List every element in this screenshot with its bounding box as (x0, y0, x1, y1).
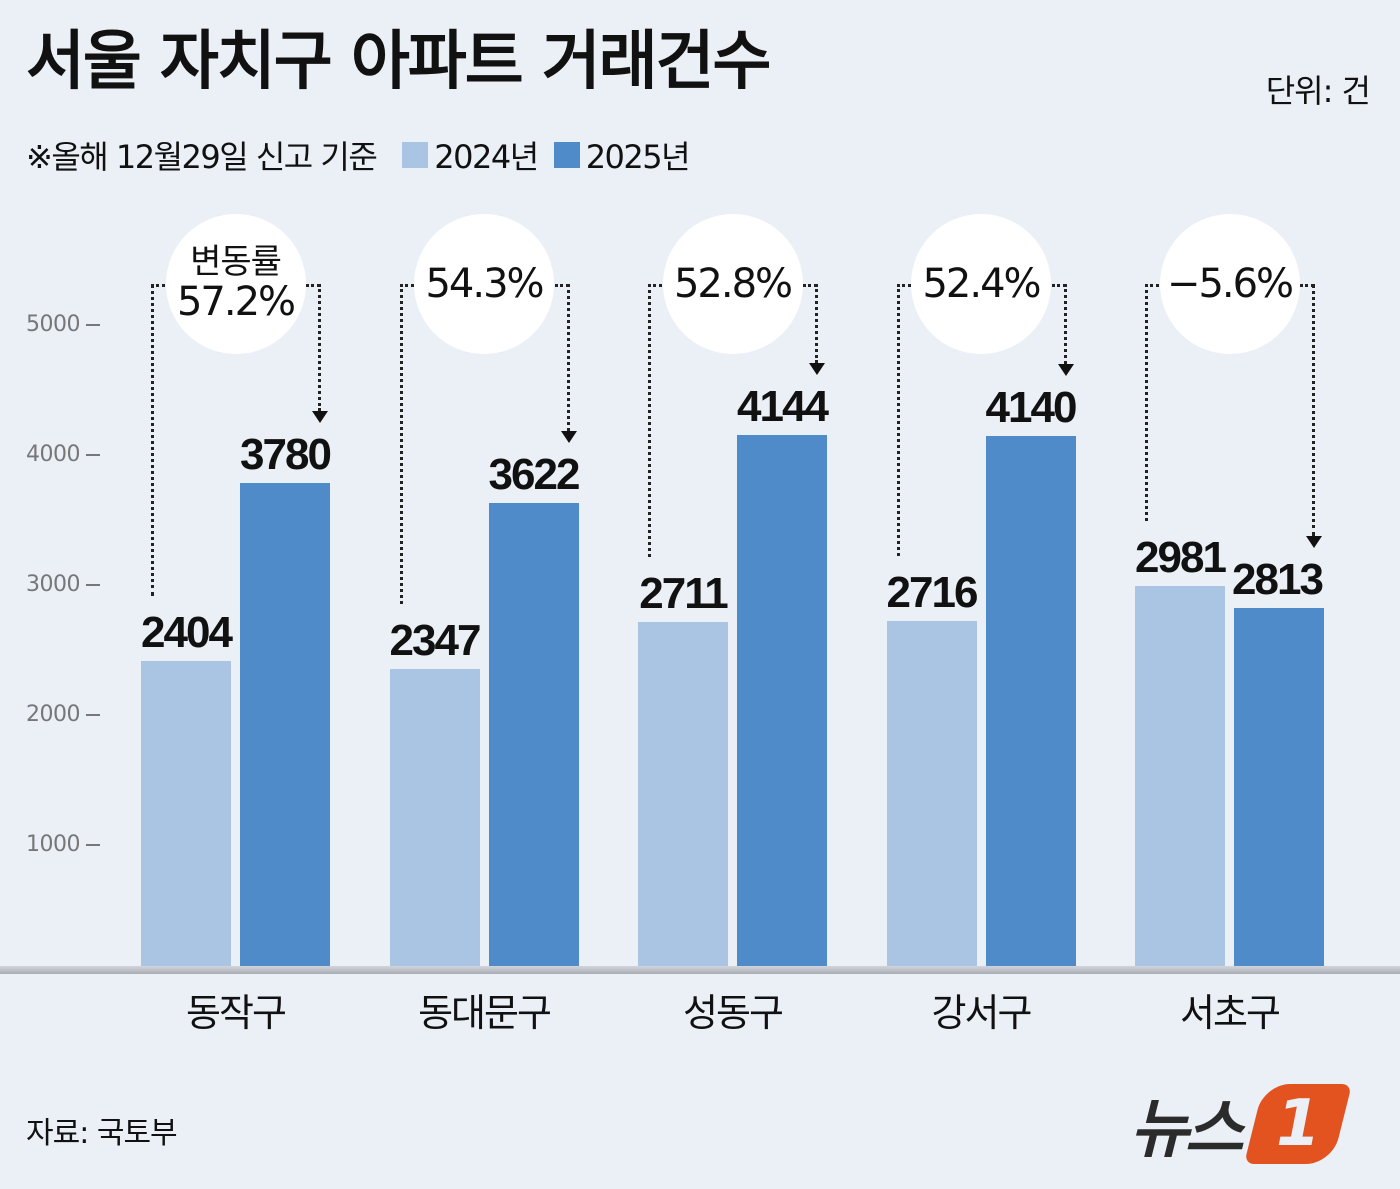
arrow-down-icon (1057, 363, 1074, 376)
connector-line (815, 284, 818, 364)
bar-2025 (737, 435, 827, 974)
arrow-down-icon (809, 363, 825, 376)
connector-line (151, 284, 154, 597)
connector-line (318, 284, 321, 411)
source-label: 자료: 국토부 (26, 1116, 178, 1151)
logo-badge-icon: 1 (1243, 1084, 1352, 1164)
connector-line (1145, 284, 1148, 522)
bar-2024 (638, 621, 728, 974)
news1-logo: 뉴스 1 (1130, 1078, 1352, 1170)
y-tick-1000: 1000 (26, 832, 100, 857)
change-rate-badge: 52.8% (662, 214, 803, 354)
logo-text: 뉴스 (1130, 1093, 1244, 1167)
connector-line (1300, 284, 1314, 287)
change-rate-badge: 54.3% (414, 214, 554, 354)
change-rate-badge: −5.6% (1159, 214, 1300, 354)
change-rate-badge: 변동률 57.2% (165, 214, 306, 354)
value-label-2025: 4140 (985, 382, 1078, 432)
change-rate-title: 변동률 (190, 242, 282, 283)
bar-2025 (488, 503, 579, 974)
reference-note: ※올해 12월29일 신고 기준 (26, 138, 378, 176)
legend-swatch-2025 (553, 142, 580, 168)
x-axis-baseline (0, 966, 1400, 974)
connector-line (566, 284, 570, 432)
value-label-2025: 3622 (488, 450, 581, 500)
y-tick-5000: 5000 (26, 312, 100, 337)
value-label-2024: 2404 (141, 608, 233, 658)
arrow-down-icon (312, 410, 328, 423)
legend-item-2024: 2024년 (402, 132, 539, 178)
category-label: 동작구 (186, 991, 287, 1035)
y-tick-2000: 2000 (26, 702, 100, 727)
change-rate-badge: 52.4% (911, 214, 1051, 354)
arrow-down-icon (1306, 536, 1322, 549)
bar-2025 (985, 435, 1076, 974)
legend-label-2024: 2024년 (434, 138, 539, 176)
connector-line (896, 284, 911, 287)
connector-line (1063, 284, 1067, 364)
connector-line (399, 284, 403, 604)
y-tick-3000: 3000 (26, 572, 100, 597)
unit-label: 단위: 건 (1265, 72, 1371, 110)
bar-2024 (389, 668, 480, 974)
category-label: 서초구 (1180, 991, 1281, 1035)
connector-line (306, 284, 320, 287)
category-label: 성동구 (683, 991, 784, 1035)
change-rate-value: −5.6% (1166, 261, 1294, 307)
y-tick-4000: 4000 (26, 442, 100, 467)
value-label-2025: 2813 (1232, 555, 1324, 605)
connector-line (648, 284, 662, 287)
bar-2024 (1135, 586, 1225, 974)
change-rate-value: 54.3% (425, 261, 544, 307)
change-rate-value: 57.2% (176, 278, 296, 325)
bar-2025 (1234, 608, 1324, 974)
value-label-2024: 2711 (639, 568, 728, 618)
connector-line (1145, 284, 1159, 287)
connector-line (554, 284, 569, 287)
arrow-down-icon (560, 431, 577, 444)
value-label-2024: 2347 (389, 615, 482, 665)
connector-line (648, 284, 651, 557)
value-label-2025: 3780 (240, 429, 332, 479)
connector-line (399, 284, 414, 287)
category-label: 강서구 (931, 991, 1033, 1035)
bar-2024 (141, 661, 231, 974)
change-rate-value: 52.4% (922, 261, 1041, 307)
connector-line (803, 284, 817, 287)
chart-title: 서울 자치구 아파트 거래건수 (26, 25, 771, 99)
subtitle-row: ※올해 12월29일 신고 기준 2024년 2025년 (26, 132, 691, 178)
value-label-2025: 4144 (737, 382, 829, 432)
connector-line (896, 284, 900, 556)
category-label: 동대문구 (418, 991, 552, 1035)
legend-item-2025: 2025년 (553, 132, 691, 178)
connector-line (1051, 284, 1066, 287)
bar-2024 (886, 620, 977, 974)
value-label-2024: 2981 (1135, 533, 1227, 583)
connector-line (151, 284, 165, 287)
change-rate-value: 52.8% (673, 261, 793, 307)
value-label-2024: 2716 (886, 567, 979, 617)
legend-swatch-2024 (402, 142, 429, 168)
legend-label-2025: 2025년 (585, 138, 691, 176)
bar-2025 (240, 482, 330, 974)
connector-line (1312, 284, 1315, 537)
